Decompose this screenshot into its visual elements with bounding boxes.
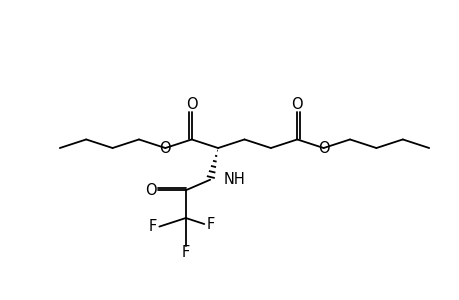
Text: O: O (159, 140, 171, 155)
Text: O: O (291, 97, 302, 112)
Text: O: O (145, 183, 157, 198)
Text: F: F (207, 217, 215, 232)
Text: NH: NH (224, 172, 245, 187)
Text: F: F (148, 219, 156, 234)
Text: O: O (185, 97, 197, 112)
Text: F: F (181, 245, 190, 260)
Text: O: O (317, 140, 329, 155)
